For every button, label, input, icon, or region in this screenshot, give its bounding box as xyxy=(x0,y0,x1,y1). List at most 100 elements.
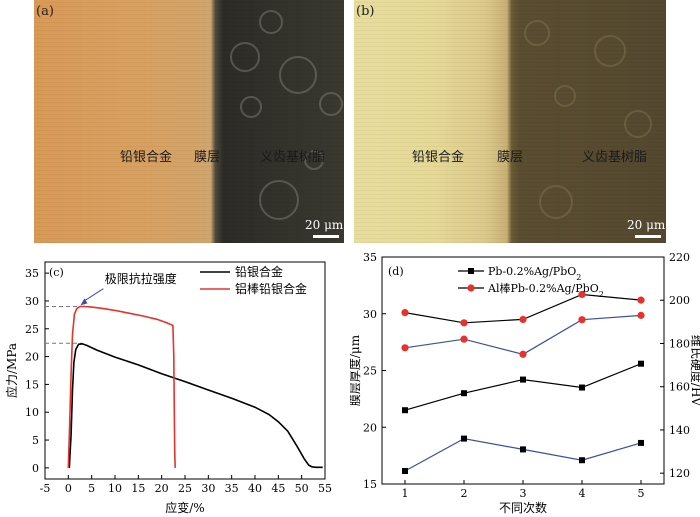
resin-pore xyxy=(554,85,576,107)
x-tick-label: 4 xyxy=(579,487,586,500)
x-tick-label: -5 xyxy=(40,482,51,495)
x-tick-label: 40 xyxy=(248,482,262,495)
resin-pore xyxy=(259,10,283,34)
legend-label: 铅银合金 xyxy=(235,264,283,279)
legend-subscript: 2 xyxy=(599,290,604,299)
micrograph-texture xyxy=(354,0,666,243)
x-tick-label: 0 xyxy=(65,482,72,495)
data-point xyxy=(638,360,644,367)
resin-pore xyxy=(524,20,550,46)
y-right-tick-label: 160 xyxy=(669,381,690,394)
y-tick-label: 15 xyxy=(25,378,39,391)
x-axis-label: 不同次数 xyxy=(499,500,547,515)
panel-label: (a) xyxy=(36,4,54,19)
resin-pore xyxy=(319,92,343,116)
data-point xyxy=(461,435,467,442)
x-tick-label: 1 xyxy=(402,487,409,500)
y-tick-label: 15 xyxy=(363,478,377,491)
resin-pore xyxy=(230,42,260,72)
scale-bar xyxy=(313,235,339,238)
x-tick-label: 15 xyxy=(131,482,145,495)
x-tick-label: 20 xyxy=(155,482,169,495)
series-line xyxy=(404,437,642,472)
x-tick-label: 45 xyxy=(271,482,285,495)
legend-marker xyxy=(468,268,474,274)
y-right-tick-label: 220 xyxy=(669,251,690,264)
scale-bar-label: 20 μm xyxy=(305,218,344,232)
data-point xyxy=(519,350,527,358)
resin-pore xyxy=(624,110,652,138)
data-point xyxy=(578,290,586,299)
annotation-arrow xyxy=(83,288,104,302)
x-tick-label: 25 xyxy=(178,482,192,495)
resin-label: 义齿基树脂 xyxy=(260,150,326,165)
series-line xyxy=(404,363,642,411)
x-tick-label: 30 xyxy=(201,482,215,495)
resin-label: 义齿基树脂 xyxy=(582,150,648,165)
legend-subscript: 2 xyxy=(576,273,581,282)
y-right-tick-label: 120 xyxy=(669,467,690,480)
panel-label: (b) xyxy=(356,4,375,19)
panel-label: (d) xyxy=(388,265,404,278)
legend-label: Pb-0.2%Ag/PbO2 xyxy=(488,265,581,282)
data-point xyxy=(579,457,585,464)
x-tick-label: 55 xyxy=(318,482,332,495)
resin-pore xyxy=(304,150,324,170)
scale-bar-label: 20 μm xyxy=(627,218,666,232)
data-point xyxy=(461,390,467,397)
y-axis-label: 应力/MPa xyxy=(4,343,19,398)
data-point xyxy=(637,296,645,304)
resin-pore xyxy=(594,35,626,67)
x-tick-label: 5 xyxy=(88,482,95,495)
x-tick-label: 50 xyxy=(295,482,309,495)
thickness-hardness-chart: (d) 1 2 3 4 5 15 20 25 30 35 120 140 160 180 200 220 Pb-0… xyxy=(350,251,700,515)
resin-pore xyxy=(240,96,262,118)
x-tick-label: 2 xyxy=(461,487,468,500)
resin-pore xyxy=(539,185,573,219)
scale-bar xyxy=(635,235,661,238)
y-tick-label: 30 xyxy=(363,308,377,321)
y-tick-label: 0 xyxy=(32,462,39,475)
data-point xyxy=(401,344,409,352)
legend-label: Al棒Pb-0.2%Ag/PbO2 xyxy=(487,281,604,299)
data-point xyxy=(638,439,644,446)
data-point xyxy=(578,316,586,324)
alloy-label: 铅银合金 xyxy=(120,150,173,165)
data-point xyxy=(402,407,408,414)
film-label: 膜层 xyxy=(194,150,221,165)
resin-pore xyxy=(259,180,299,220)
data-point xyxy=(460,335,468,343)
panel-label: (c) xyxy=(49,266,64,279)
alloy-label: 铅银合金 xyxy=(412,150,465,165)
data-point xyxy=(579,384,585,391)
y-right-tick-label: 180 xyxy=(669,337,690,350)
y-right-tick-label: 200 xyxy=(669,294,690,307)
y-axis-label: 膜层厚度/μm xyxy=(350,334,362,406)
legend-marker xyxy=(467,284,475,292)
micrograph-a: (a) 铅银合金 膜层 义齿基树脂 20 μm xyxy=(34,0,344,243)
x-tick-label: 35 xyxy=(225,482,239,495)
data-point xyxy=(520,376,526,383)
x-tick-label: 3 xyxy=(520,487,527,500)
annotation-text: 极限抗拉强度 xyxy=(105,271,177,286)
data-point xyxy=(401,309,409,317)
data-point xyxy=(402,468,408,475)
y-right-tick-label: 140 xyxy=(669,424,690,437)
y-tick-label: 20 xyxy=(25,351,39,364)
y-tick-label: 20 xyxy=(363,421,377,434)
x-tick-label: 10 xyxy=(108,482,122,495)
resin-pore xyxy=(279,56,317,94)
y-tick-label: 5 xyxy=(32,434,39,447)
y-tick-label: 30 xyxy=(25,295,39,308)
y-tick-label: 10 xyxy=(25,406,39,419)
series-line xyxy=(68,342,323,469)
x-axis-label: 应变/% xyxy=(165,500,204,515)
y-tick-label: 25 xyxy=(363,365,377,378)
y-tick-label: 25 xyxy=(25,323,39,336)
y-right-axis-label: 维氏硬度/HV xyxy=(689,335,700,407)
y-tick-label: 35 xyxy=(25,267,39,280)
stress-strain-chart: (c)-5 0 5 10 15 20 25 30 35 40 45 50 550510152025303… xyxy=(4,261,332,515)
series-line xyxy=(67,305,176,468)
data-point xyxy=(637,311,645,319)
y-tick-label: 35 xyxy=(363,251,377,264)
